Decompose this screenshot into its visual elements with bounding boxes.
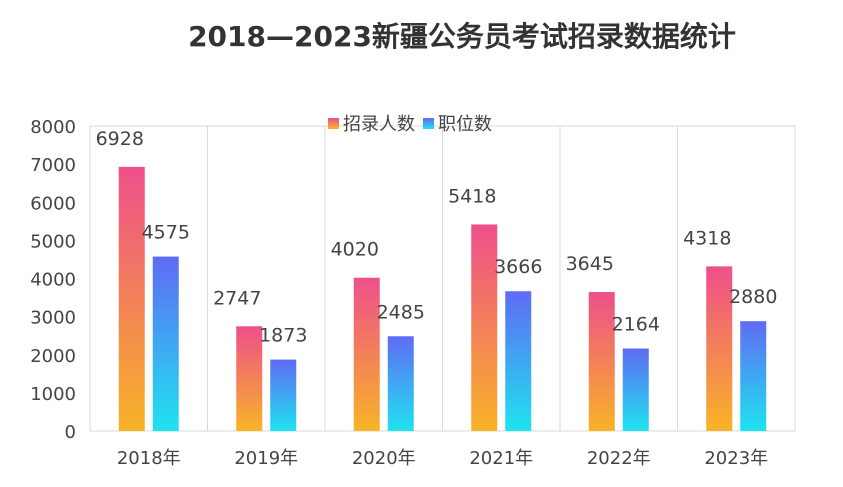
chart-title: 2018—2023新疆公务员考试招录数据统计: [188, 20, 736, 53]
y-tick-label: 3000: [30, 308, 76, 329]
data-label: 6928: [96, 128, 144, 150]
bar-recruits: [706, 266, 733, 431]
bar-recruits: [118, 166, 145, 431]
data-label: 3645: [566, 253, 614, 275]
data-label: 2747: [213, 287, 261, 309]
y-tick-label: 2000: [30, 346, 76, 367]
data-label: 4575: [142, 222, 190, 244]
data-label: 1873: [259, 325, 307, 347]
y-tick-label: 7000: [30, 155, 76, 176]
data-label: 4020: [331, 239, 379, 261]
legend-label: 招录人数: [343, 114, 415, 135]
legend-swatch: [423, 118, 434, 129]
x-tick-label: 2021年: [469, 448, 533, 469]
x-tick-label: 2022年: [587, 448, 651, 469]
bar-positions: [740, 321, 767, 431]
data-label: 2164: [612, 313, 660, 335]
y-tick-label: 4000: [30, 270, 76, 291]
data-label: 2485: [377, 301, 425, 323]
bar-recruits: [588, 292, 615, 431]
y-tick-label: 6000: [30, 193, 76, 214]
bar-positions: [270, 359, 297, 431]
y-tick-label: 5000: [30, 231, 76, 252]
bar-recruits: [471, 224, 498, 431]
y-tick-label: 8000: [30, 117, 76, 138]
x-tick-label: 2020年: [352, 448, 416, 469]
bar-positions: [505, 291, 532, 431]
bar-positions: [152, 256, 179, 431]
bar-recruits: [236, 326, 263, 431]
x-tick-label: 2019年: [234, 448, 298, 469]
y-tick-label: 0: [65, 422, 76, 443]
bar-positions: [387, 336, 414, 431]
legend-swatch: [328, 118, 339, 129]
data-label: 3666: [494, 256, 542, 278]
y-tick-label: 1000: [30, 384, 76, 405]
x-tick-label: 2018年: [117, 448, 181, 469]
bar-positions: [622, 348, 649, 431]
bar-recruits: [353, 277, 380, 431]
legend-label: 职位数: [438, 114, 492, 135]
data-label: 4318: [683, 227, 731, 249]
data-label: 2880: [729, 286, 777, 308]
data-label: 5418: [448, 185, 496, 207]
x-tick-label: 2023年: [704, 448, 768, 469]
